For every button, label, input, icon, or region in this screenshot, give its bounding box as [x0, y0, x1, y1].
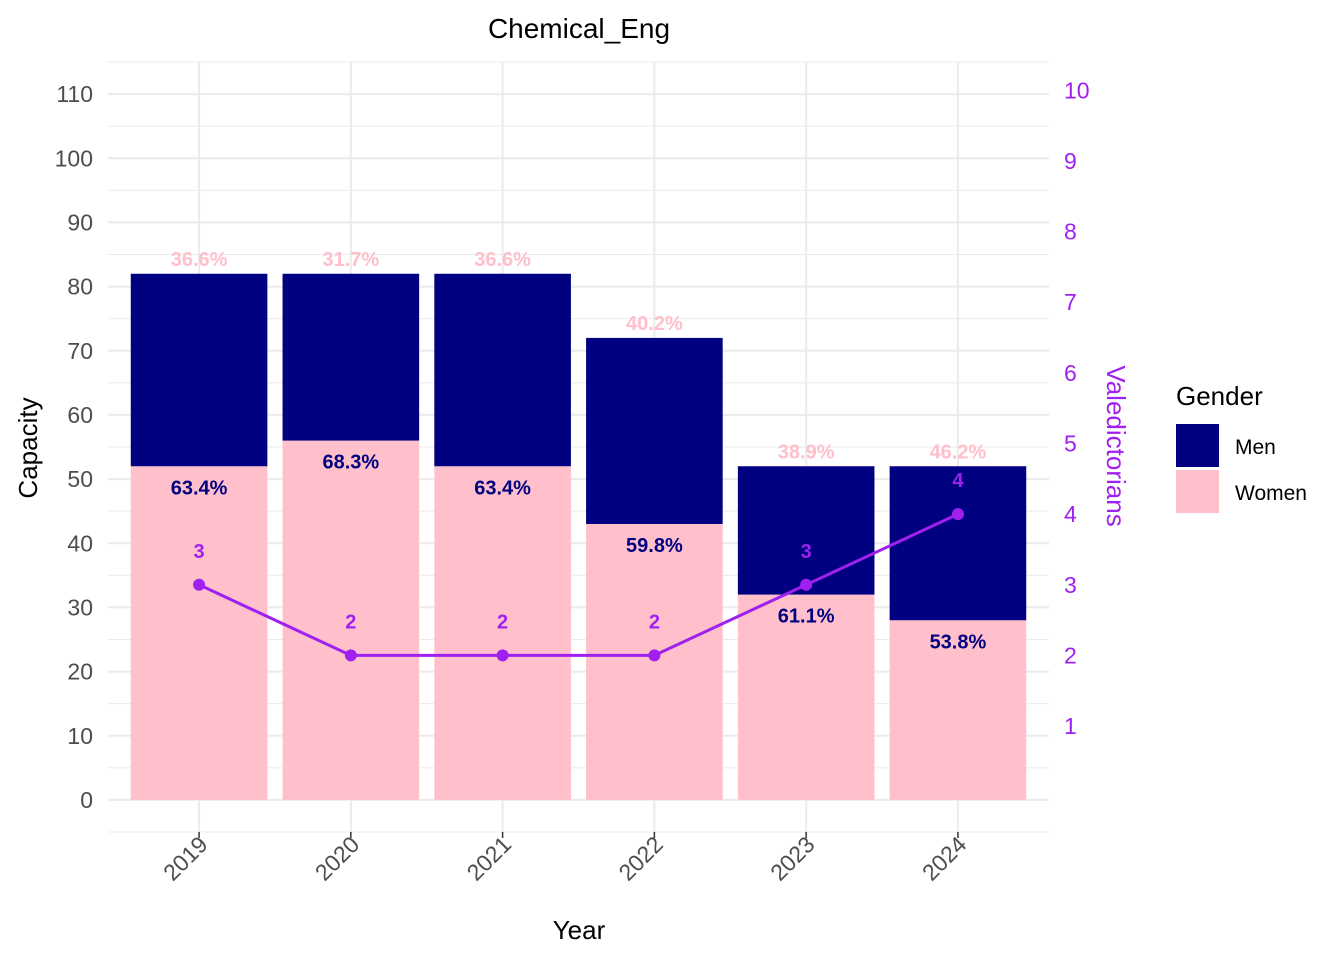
y-tick-label: 10 — [67, 723, 93, 749]
valedictorian-count-label: 2 — [649, 611, 660, 633]
y-tick-label: 20 — [67, 659, 93, 685]
y2-tick-label: 5 — [1064, 430, 1077, 456]
women-percent-label: 63.4% — [171, 477, 228, 499]
men-percent-label: 31.7% — [322, 249, 379, 271]
bar-women — [889, 620, 1027, 800]
y-tick-label: 70 — [67, 338, 93, 364]
legend-swatch — [1176, 424, 1219, 467]
y2-axis-title: Valedictorians — [1101, 365, 1131, 526]
y-tick-label: 60 — [67, 402, 93, 428]
bar-women — [282, 440, 420, 800]
legend-title: Gender — [1176, 381, 1263, 411]
y-tick-label: 80 — [67, 274, 93, 300]
valedictorian-line — [193, 508, 964, 662]
legend-swatch — [1176, 470, 1219, 513]
bar-men — [737, 466, 875, 595]
bar-women — [130, 466, 268, 800]
men-percent-label: 36.6% — [474, 249, 531, 271]
women-percent-label: 59.8% — [626, 535, 683, 557]
y-tick-label: 50 — [67, 466, 93, 492]
y-tick-label: 100 — [55, 145, 93, 171]
y2-tick-label: 3 — [1064, 572, 1077, 598]
bar-women — [737, 594, 875, 800]
bar-men — [889, 466, 1027, 621]
y2-tick-label: 10 — [1064, 77, 1090, 103]
women-percent-label: 68.3% — [322, 452, 379, 474]
y2-tick-label: 8 — [1064, 219, 1077, 245]
y-tick-label: 110 — [56, 81, 93, 107]
valedictorian-count-label: 2 — [497, 611, 508, 633]
bar-men — [130, 273, 268, 467]
y2-tick-label: 9 — [1064, 148, 1077, 174]
bar-men — [434, 273, 571, 467]
women-percent-label: 53.8% — [930, 631, 987, 653]
y2-tick-label: 1 — [1064, 713, 1077, 739]
valedictorian-count-label: 4 — [952, 470, 964, 492]
y2-tick-label: 4 — [1064, 501, 1077, 527]
y2-tick-label: 7 — [1064, 289, 1077, 315]
valedictorian-point — [648, 649, 661, 662]
y-axis-title: Capacity — [13, 397, 43, 498]
bar-women — [586, 524, 723, 800]
valedictorian-count-label: 3 — [194, 541, 205, 563]
valedictorian-point — [496, 649, 509, 662]
y2-tick-label: 2 — [1064, 642, 1077, 668]
axes: 0102030405060708090100110123456789102019… — [55, 77, 1090, 885]
legend: Gender Men Women — [1176, 381, 1307, 513]
men-percent-label: 46.2% — [930, 441, 987, 463]
bar-men — [282, 273, 420, 441]
y-tick-label: 40 — [67, 530, 93, 556]
valedictorian-point — [193, 578, 206, 591]
bar-men — [586, 337, 723, 524]
women-percent-label: 63.4% — [474, 477, 531, 499]
bar-women — [434, 466, 571, 800]
valedictorian-point — [800, 578, 813, 591]
women-percent-label: 61.1% — [778, 606, 835, 628]
data-labels: 36.6% 63.4% 3 31.7% 68.3% 2 36.6% 63.4% 2 40.2% 59… — [171, 249, 987, 654]
valedictorian-point — [344, 649, 357, 662]
y-tick-label: 30 — [67, 594, 93, 620]
men-percent-label: 36.6% — [171, 249, 228, 271]
chart-title: Chemical_Eng — [488, 13, 670, 44]
x-axis-title: Year — [553, 915, 606, 945]
valedictorian-line-path — [198, 512, 959, 657]
y-tick-label: 0 — [80, 787, 93, 813]
valedictorian-count-label: 3 — [801, 541, 812, 563]
y-tick-label: 90 — [67, 209, 93, 235]
valedictorian-point — [951, 508, 964, 521]
men-percent-label: 40.2% — [626, 313, 683, 335]
legend-entries: Men Women — [1176, 424, 1307, 513]
legend-label: Women — [1235, 482, 1307, 505]
valedictorian-count-label: 2 — [345, 611, 356, 633]
legend-label: Men — [1235, 436, 1276, 459]
bars — [130, 273, 1027, 800]
y2-tick-label: 6 — [1064, 360, 1077, 386]
men-percent-label: 38.9% — [778, 441, 835, 463]
